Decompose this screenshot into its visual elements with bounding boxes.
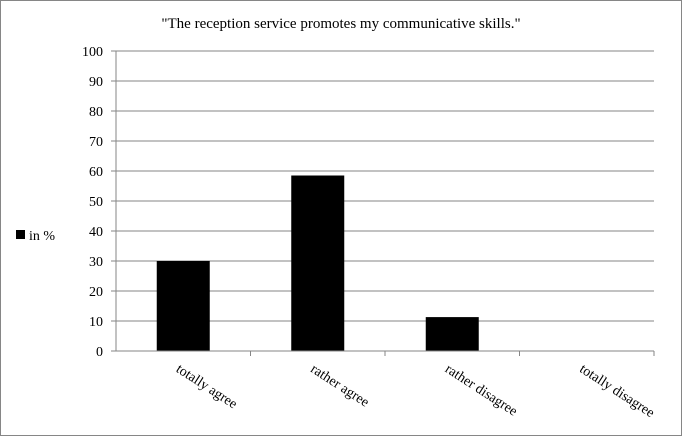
chart-title: "The reception service promotes my commu… [161, 16, 520, 32]
bar-rather-disagree [425, 317, 479, 351]
bars [156, 175, 479, 351]
y-tick-label: 80 [89, 105, 103, 120]
legend-label: in % [29, 229, 55, 244]
y-tick-label: 70 [89, 135, 103, 150]
y-tick-label: 90 [89, 75, 103, 90]
legend-swatch [16, 230, 25, 239]
y-tick-label: 60 [89, 165, 103, 180]
bar-totally-agree [156, 261, 210, 351]
bar-rather-agree [291, 175, 345, 351]
x-axis-labels: totally agree rather agree rather disagree… [173, 351, 657, 421]
x-category-label: rather disagree [442, 362, 520, 420]
legend: in % [16, 229, 55, 244]
x-category-label: totally agree [173, 362, 240, 412]
y-tick-label: 20 [89, 285, 103, 300]
y-tick-label: 30 [89, 255, 103, 270]
x-category-label: rather agree [308, 362, 372, 411]
y-tick-label: 0 [96, 345, 103, 360]
y-tick-label: 40 [89, 225, 103, 240]
x-category-label: totally disagree [577, 362, 657, 421]
y-tick-label: 100 [82, 45, 103, 60]
y-axis-ticks: 0 10 20 30 40 50 60 70 80 90 100 [82, 45, 116, 360]
y-tick-label: 10 [89, 315, 103, 330]
y-tick-label: 50 [89, 195, 103, 210]
